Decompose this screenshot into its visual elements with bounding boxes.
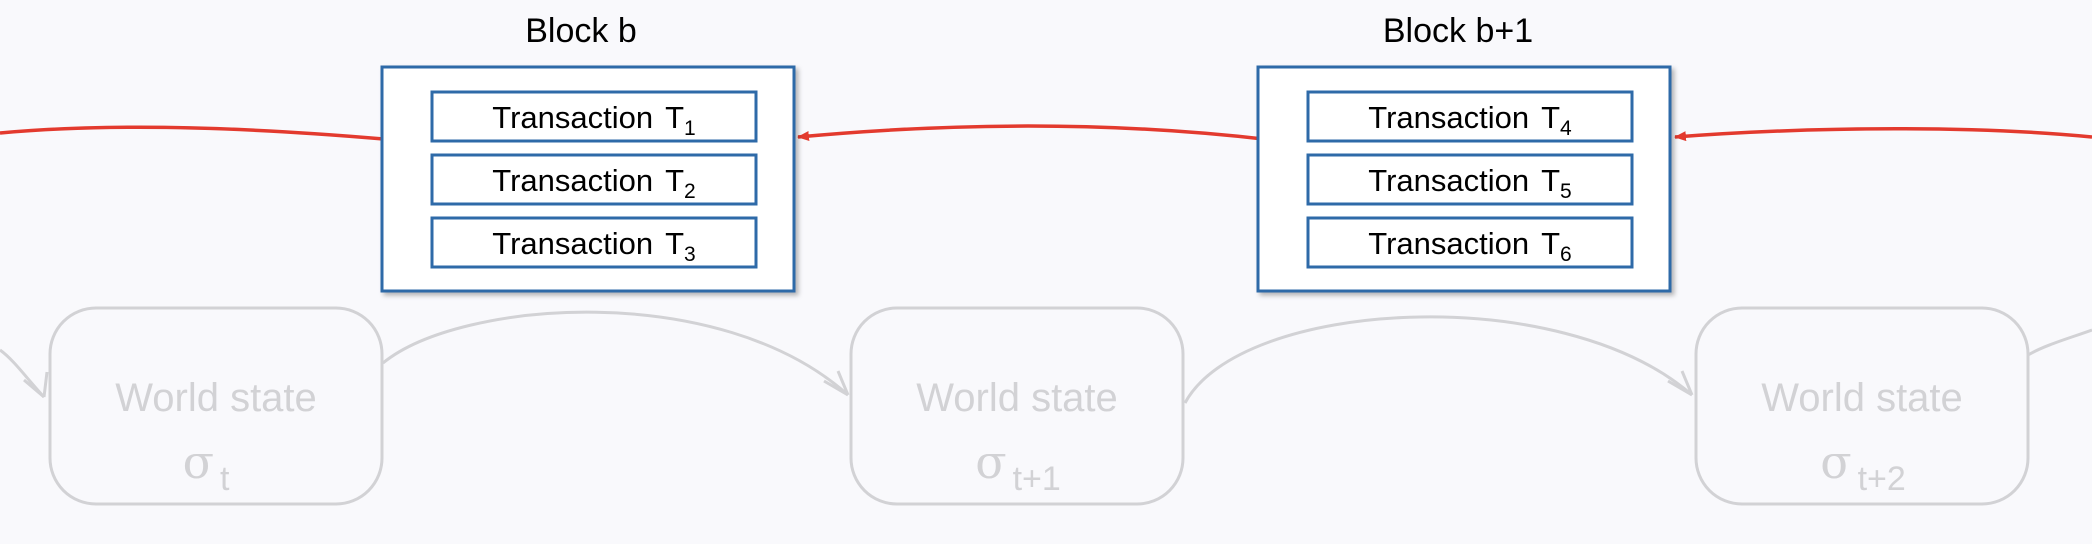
arrowhead-icon [823,370,850,397]
block-b: Block b Transaction T1 Transaction T2 Tran… [380,12,796,293]
block-b-plus-1: Block b+1 Transaction T4 Transaction T5 Tr… [1256,12,1672,293]
transaction-box [430,216,758,269]
block-title: Block b [525,12,637,50]
state-transition-arrow-1 [382,310,850,397]
state-transition-arrow-2 [1183,315,1693,404]
transaction-label: Transaction T4 [1368,100,1572,140]
world-state-sigma-t-plus-1: World state σ t+1 [849,306,1185,506]
transaction-t2: Transaction T2 [430,153,758,206]
transaction-box [1306,216,1634,269]
transaction-box [430,90,758,143]
transaction-t6: Transaction T6 [1306,216,1634,269]
state-transition-arrow-out [2027,328,2092,357]
transaction-box [1306,153,1634,206]
transaction-label: Transaction T6 [1368,226,1571,266]
transaction-label: Transaction T2 [492,163,695,203]
world-state-symbol: σ t+1 [975,435,1061,498]
transaction-label: Transaction T3 [492,226,695,266]
transaction-box [430,153,758,206]
transaction-t3: Transaction T3 [430,216,758,269]
transaction-t5: Transaction T5 [1306,153,1634,206]
world-state-label: World state [1761,376,1963,420]
world-state-box [849,306,1185,506]
world-state-box [1694,306,2030,506]
chain-link-previous [0,125,396,142]
world-state-label: World state [916,376,1118,420]
chain-links [0,124,2092,142]
arrowhead-icon [23,371,49,399]
block-title: Block b+1 [1383,12,1533,50]
transaction-label: Transaction T5 [1368,163,1571,203]
arrowhead-icon [1667,370,1694,397]
world-state-sigma-t-plus-2: World state σ t+2 [1694,306,2030,506]
state-transition-arrows [0,310,2092,404]
transaction-t1: Transaction T1 [430,90,758,143]
transaction-box [1306,90,1634,143]
world-state-label: World state [115,376,317,420]
world-state-symbol: σ t+2 [1820,435,1906,498]
transaction-t4: Transaction T4 [1306,90,1634,143]
world-state-box [48,306,384,506]
chain-link-next [1674,127,2092,142]
chain-link-b1-to-b [797,124,1273,142]
transaction-label: Transaction T1 [492,100,695,140]
